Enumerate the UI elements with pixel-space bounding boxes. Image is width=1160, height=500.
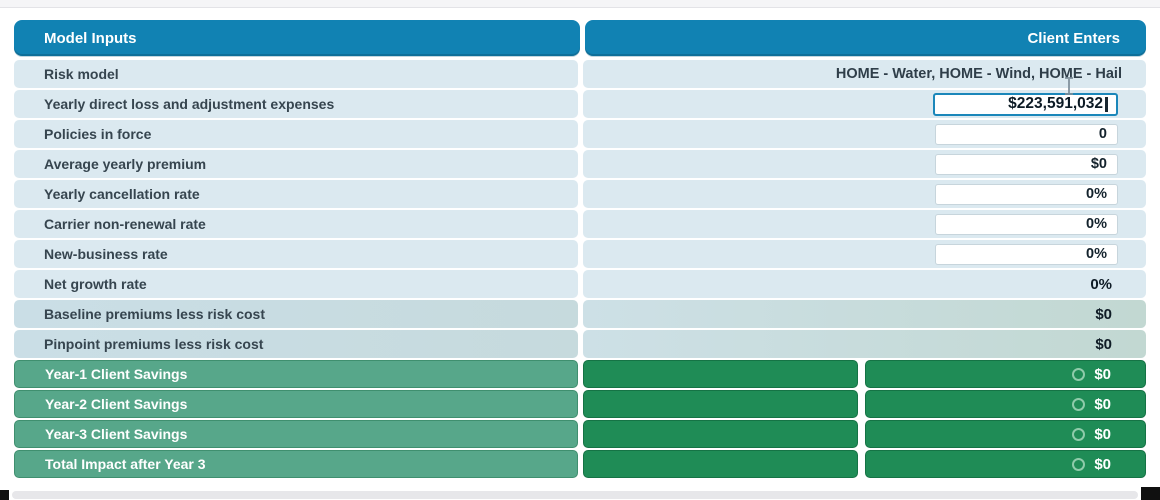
- ring-icon: [1072, 457, 1086, 471]
- row-label: Pinpoint premiums less risk cost: [14, 330, 578, 358]
- value-cell: $0: [583, 300, 1146, 328]
- row-label: Baseline premiums less risk cost: [14, 300, 578, 328]
- row-label: Net growth rate: [14, 270, 578, 298]
- value-input[interactable]: 0%: [935, 213, 1118, 235]
- ring-icon: [1072, 367, 1086, 381]
- savings-spacer-cell: [583, 420, 858, 448]
- value-input[interactable]: 0%: [935, 243, 1118, 265]
- table-row: Net growth rate 0%: [14, 270, 1146, 298]
- table-row: Baseline premiums less risk cost $0: [14, 300, 1146, 328]
- savings-amount: $0: [1094, 395, 1111, 413]
- table-row: Year-1 Client Savings $0: [14, 360, 1146, 388]
- table-row: Policies in force 0: [14, 120, 1146, 148]
- model-inputs-header: Model Inputs: [14, 20, 580, 56]
- value-input[interactable]: $0: [935, 153, 1118, 175]
- input-value: $0: [1090, 156, 1107, 172]
- savings-amount: $0: [1094, 425, 1111, 443]
- value-input[interactable]: $223,591,032: [933, 92, 1118, 116]
- table-row: Year-3 Client Savings $0: [14, 420, 1146, 448]
- savings-spacer-cell: [583, 390, 858, 418]
- table-row: New-business rate 0%: [14, 240, 1146, 268]
- value-cell: 0%: [583, 180, 1146, 208]
- savings-amount: $0: [1094, 455, 1111, 473]
- frame-corner-right: [1141, 487, 1160, 500]
- value-cell: $0: [583, 330, 1146, 358]
- table-row: Pinpoint premiums less risk cost $0: [14, 330, 1146, 358]
- table-row: Average yearly premium $0: [14, 150, 1146, 178]
- top-strip: [0, 0, 1160, 8]
- row-label: Year-3 Client Savings: [14, 420, 578, 448]
- table-row: Carrier non-renewal rate 0%: [14, 210, 1146, 238]
- savings-value-cell: $0: [865, 390, 1146, 418]
- table-row: Yearly cancellation rate 0%: [14, 180, 1146, 208]
- table-row: Total Impact after Year 3 $0: [14, 450, 1146, 478]
- frame-corner-left: [0, 490, 9, 500]
- ring-icon: [1072, 397, 1086, 411]
- row-label: Risk model: [14, 60, 578, 88]
- value-cell: $223,591,032: [583, 90, 1146, 118]
- input-value: 0%: [1086, 216, 1107, 232]
- input-value: 0%: [1086, 246, 1107, 262]
- row-label: Year-1 Client Savings: [14, 360, 578, 388]
- savings-spacer-cell: [583, 360, 858, 388]
- client-enters-header: Client Enters: [584, 20, 1146, 56]
- row-label: Year-2 Client Savings: [14, 390, 578, 418]
- row-label: Total Impact after Year 3: [14, 450, 578, 478]
- table-row: Year-2 Client Savings $0: [14, 390, 1146, 418]
- ring-icon: [1072, 427, 1086, 441]
- row-value: 0%: [1090, 275, 1112, 293]
- savings-amount: $0: [1094, 365, 1111, 383]
- row-value: HOME - Water, HOME - Wind, HOME - Hail: [835, 66, 1122, 82]
- value-input[interactable]: 0%: [935, 183, 1118, 205]
- savings-value-cell: $0: [865, 360, 1146, 388]
- input-value: $223,591,032: [1008, 95, 1103, 112]
- row-label: Average yearly premium: [14, 150, 578, 178]
- value-cell: 0%: [583, 240, 1146, 268]
- value-cell: 0%: [583, 270, 1146, 298]
- horizontal-scrollbar[interactable]: [12, 491, 1138, 499]
- row-label: New-business rate: [14, 240, 578, 268]
- value-cell: $0: [583, 150, 1146, 178]
- value-input[interactable]: 0: [935, 123, 1118, 145]
- text-caret: [1105, 96, 1108, 112]
- model-inputs-table: Model Inputs Client Enters Risk model HOM…: [14, 20, 1146, 480]
- table-header-row: Model Inputs Client Enters: [14, 20, 1146, 56]
- row-label: Yearly direct loss and adjustment expens…: [14, 90, 578, 118]
- input-value: 0: [1098, 126, 1107, 142]
- row-value: $0: [1095, 335, 1112, 353]
- value-cell: HOME - Water, HOME - Wind, HOME - Hail: [583, 60, 1146, 88]
- savings-value-cell: $0: [865, 420, 1146, 448]
- savings-spacer-cell: [583, 450, 858, 478]
- row-label: Carrier non-renewal rate: [14, 210, 578, 238]
- row-value: $0: [1095, 305, 1112, 323]
- row-label: Policies in force: [14, 120, 578, 148]
- savings-value-cell: $0: [865, 450, 1146, 478]
- row-label: Yearly cancellation rate: [14, 180, 578, 208]
- value-cell: 0: [583, 120, 1146, 148]
- table-row: Risk model HOME - Water, HOME - Wind, HOM…: [14, 60, 1146, 88]
- value-cell: 0%: [583, 210, 1146, 238]
- table-body: Risk model HOME - Water, HOME - Wind, HOM…: [14, 60, 1146, 478]
- input-value: 0%: [1086, 186, 1107, 202]
- table-row: Yearly direct loss and adjustment expens…: [14, 90, 1146, 118]
